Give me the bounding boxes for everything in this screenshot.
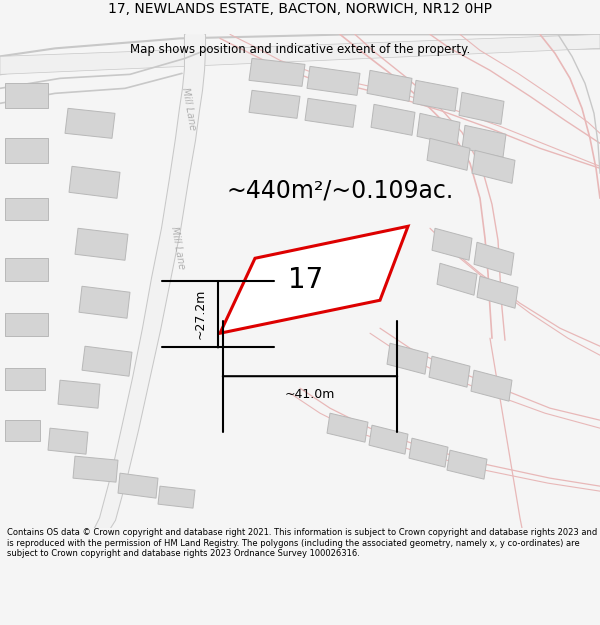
Polygon shape <box>158 486 195 508</box>
Polygon shape <box>5 258 48 281</box>
Polygon shape <box>95 34 205 528</box>
Polygon shape <box>387 343 428 374</box>
Polygon shape <box>369 425 408 454</box>
Polygon shape <box>5 138 48 163</box>
Polygon shape <box>5 313 48 336</box>
Polygon shape <box>249 91 300 118</box>
Polygon shape <box>65 108 115 138</box>
Polygon shape <box>79 286 130 318</box>
Text: ~41.0m: ~41.0m <box>285 388 335 401</box>
Polygon shape <box>5 83 48 108</box>
Polygon shape <box>48 428 88 454</box>
Polygon shape <box>82 346 132 376</box>
Polygon shape <box>73 456 118 482</box>
Polygon shape <box>447 450 487 479</box>
Text: ~440m²/~0.109ac.: ~440m²/~0.109ac. <box>226 178 454 202</box>
Polygon shape <box>432 228 472 260</box>
Polygon shape <box>305 98 356 128</box>
Polygon shape <box>5 198 48 220</box>
Polygon shape <box>327 413 368 442</box>
Polygon shape <box>220 226 408 333</box>
Polygon shape <box>413 81 458 111</box>
Polygon shape <box>249 58 305 86</box>
Text: Contains OS data © Crown copyright and database right 2021. This information is : Contains OS data © Crown copyright and d… <box>7 528 598 558</box>
Polygon shape <box>371 104 415 136</box>
Polygon shape <box>69 166 120 198</box>
Text: Map shows position and indicative extent of the property.: Map shows position and indicative extent… <box>130 44 470 56</box>
Text: 17, NEWLANDS ESTATE, BACTON, NORWICH, NR12 0HP: 17, NEWLANDS ESTATE, BACTON, NORWICH, NR… <box>108 2 492 16</box>
Text: Mill Lane: Mill Lane <box>181 86 197 131</box>
Polygon shape <box>459 92 504 124</box>
Polygon shape <box>472 151 515 183</box>
Polygon shape <box>75 228 128 260</box>
Text: Mill Lane: Mill Lane <box>169 226 187 271</box>
Polygon shape <box>118 473 158 498</box>
Polygon shape <box>307 66 360 96</box>
Polygon shape <box>0 34 600 74</box>
Polygon shape <box>409 438 448 467</box>
Polygon shape <box>471 370 512 401</box>
Polygon shape <box>429 356 470 388</box>
Polygon shape <box>58 380 100 408</box>
Polygon shape <box>417 113 460 146</box>
Polygon shape <box>427 138 470 170</box>
Polygon shape <box>474 242 514 275</box>
Polygon shape <box>367 71 412 101</box>
Polygon shape <box>5 420 40 441</box>
Polygon shape <box>477 276 518 308</box>
Text: 17: 17 <box>288 266 323 294</box>
Polygon shape <box>5 368 45 390</box>
Polygon shape <box>462 126 506 158</box>
Polygon shape <box>437 263 477 295</box>
Text: ~27.2m: ~27.2m <box>193 289 206 339</box>
